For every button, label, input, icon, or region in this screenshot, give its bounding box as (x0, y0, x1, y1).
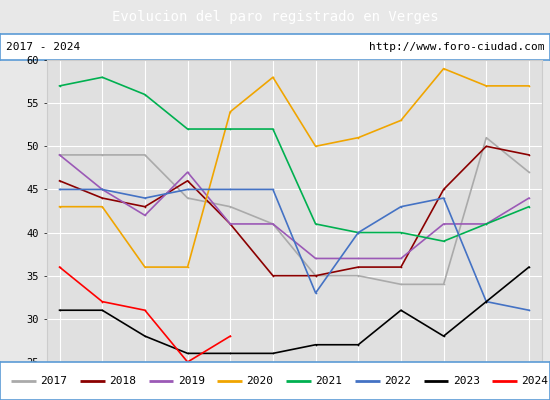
Text: http://www.foro-ciudad.com: http://www.foro-ciudad.com (369, 42, 544, 52)
Text: Evolucion del paro registrado en Verges: Evolucion del paro registrado en Verges (112, 10, 438, 24)
Text: 2021: 2021 (315, 376, 342, 386)
Text: 2019: 2019 (178, 376, 205, 386)
Text: 2018: 2018 (109, 376, 136, 386)
Text: 2023: 2023 (453, 376, 480, 386)
Text: 2020: 2020 (246, 376, 273, 386)
Text: 2017 - 2024: 2017 - 2024 (6, 42, 80, 52)
Text: 2022: 2022 (384, 376, 411, 386)
Text: 2017: 2017 (40, 376, 67, 386)
Text: 2024: 2024 (521, 376, 548, 386)
